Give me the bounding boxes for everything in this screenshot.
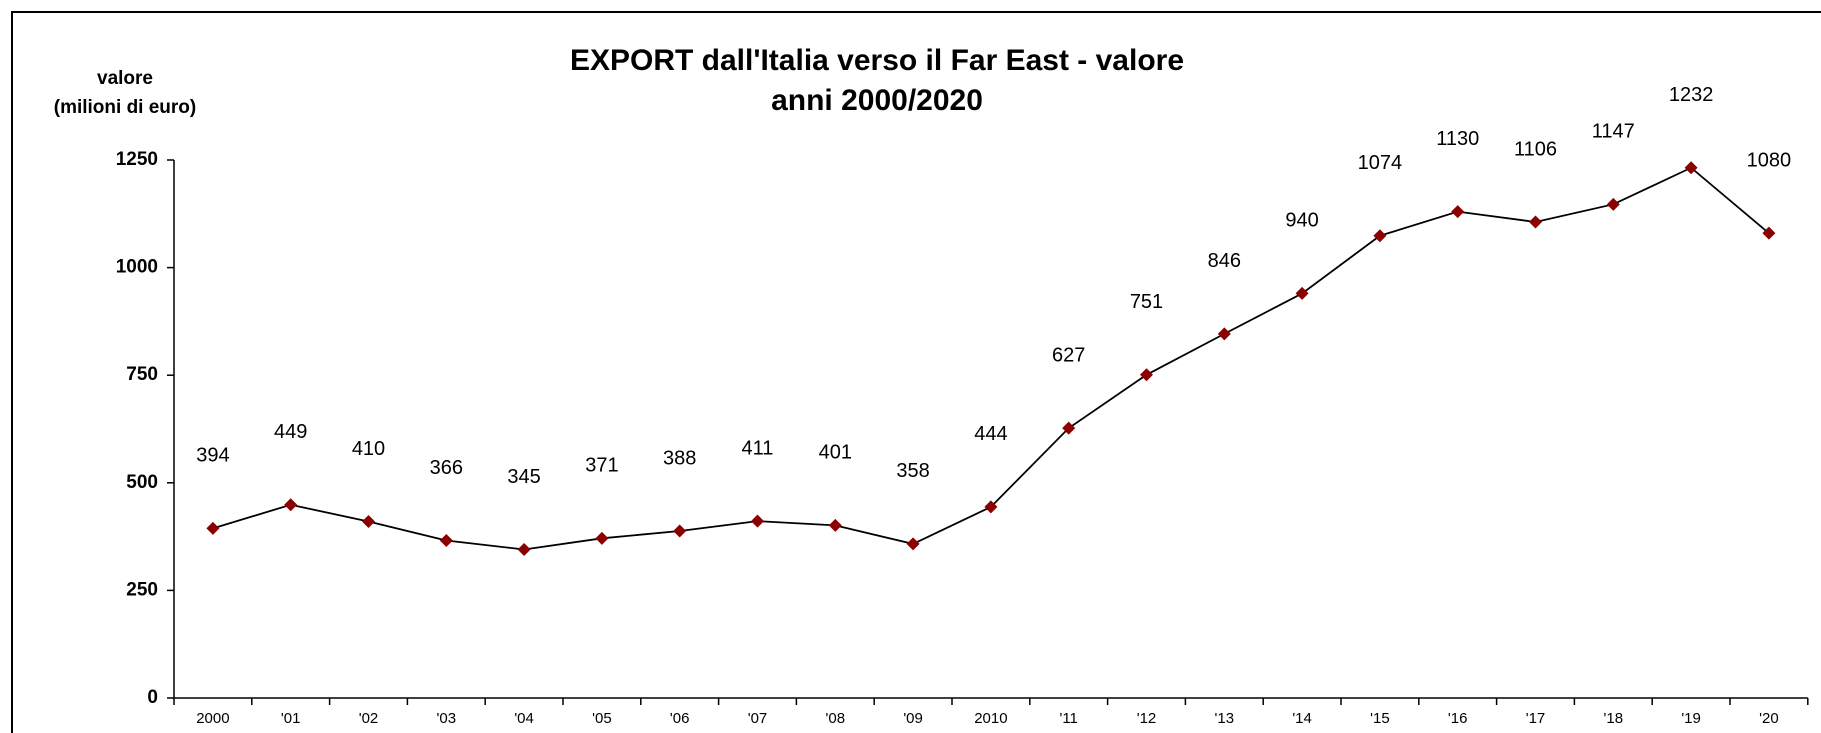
- data-point: [1373, 229, 1387, 243]
- data-label: 940: [1285, 210, 1318, 232]
- data-point: [206, 521, 220, 535]
- data-label: 449: [274, 421, 307, 443]
- data-label: 388: [663, 447, 696, 469]
- data-point: [673, 524, 687, 538]
- data-label: 411: [742, 437, 774, 459]
- data-point: [595, 531, 609, 545]
- x-tick-label: '06: [670, 710, 690, 727]
- data-point: [751, 514, 764, 528]
- data-label: 444: [974, 423, 1007, 445]
- x-tick-label: '19: [1681, 710, 1701, 727]
- data-label: 1130: [1436, 128, 1479, 150]
- x-tick-label: '20: [1759, 710, 1779, 727]
- data-label: 366: [430, 457, 463, 479]
- data-point: [362, 515, 375, 529]
- chart-title: EXPORT dall'Italia verso il Far East - v…: [570, 44, 1184, 77]
- x-tick-label: '05: [592, 710, 612, 727]
- x-tick-label: '16: [1448, 710, 1468, 727]
- data-label: 394: [196, 445, 229, 467]
- data-point: [1762, 226, 1776, 240]
- x-tick-label: '14: [1292, 710, 1312, 727]
- data-point: [1606, 197, 1620, 211]
- x-tick-label: 2010: [974, 710, 1007, 727]
- data-point: [1451, 205, 1465, 219]
- x-tick-label: '11: [1059, 710, 1077, 727]
- x-tick-label: '02: [359, 710, 379, 727]
- x-tick-label: '01: [281, 710, 301, 727]
- data-point: [439, 533, 453, 547]
- data-label: 1106: [1514, 138, 1557, 160]
- data-point: [984, 500, 998, 514]
- data-label: 1074: [1358, 152, 1403, 174]
- y-tick-label: 750: [126, 364, 158, 385]
- x-tick-label: '03: [437, 710, 457, 727]
- x-tick-label: '13: [1215, 710, 1235, 727]
- x-tick-label: '09: [903, 710, 923, 727]
- x-tick-label: 2000: [196, 710, 229, 727]
- x-tick-label: '15: [1370, 710, 1390, 727]
- data-label: 1080: [1747, 149, 1792, 171]
- data-label: 401: [819, 442, 852, 464]
- y-axis-label: valore: [97, 68, 153, 89]
- data-point: [1062, 421, 1076, 435]
- x-tick-label: '18: [1604, 710, 1624, 727]
- data-point: [1217, 327, 1231, 341]
- y-tick-label: 250: [126, 579, 158, 600]
- data-label: 751: [1130, 291, 1163, 313]
- x-tick-label: '08: [826, 710, 846, 727]
- data-label: 1147: [1592, 121, 1635, 143]
- data-label: 345: [507, 466, 540, 488]
- x-tick-label: '12: [1137, 710, 1157, 727]
- y-axis-label: (milioni di euro): [54, 97, 197, 118]
- data-point: [1529, 215, 1542, 229]
- data-label: 627: [1052, 344, 1085, 366]
- y-tick-label: 1250: [116, 149, 158, 170]
- data-point: [906, 537, 920, 551]
- x-tick-label: '04: [514, 710, 534, 727]
- data-point: [517, 543, 531, 557]
- y-tick-label: 500: [126, 472, 158, 493]
- data-label: 1232: [1669, 84, 1714, 106]
- y-tick-label: 1000: [116, 257, 158, 278]
- chart-frame: [11, 11, 1821, 733]
- data-label: 410: [352, 438, 385, 460]
- x-tick-label: '17: [1526, 710, 1546, 727]
- chart-subtitle: anni 2000/2020: [771, 84, 983, 117]
- x-tick-label: '07: [748, 710, 768, 727]
- data-label: 371: [585, 455, 618, 477]
- data-point: [284, 498, 298, 512]
- data-point: [828, 518, 842, 532]
- data-point: [1684, 161, 1698, 175]
- data-point: [1295, 286, 1309, 300]
- y-tick-label: 0: [147, 687, 158, 708]
- data-label: 358: [896, 460, 929, 482]
- data-point: [1140, 368, 1153, 382]
- data-label: 846: [1208, 250, 1241, 272]
